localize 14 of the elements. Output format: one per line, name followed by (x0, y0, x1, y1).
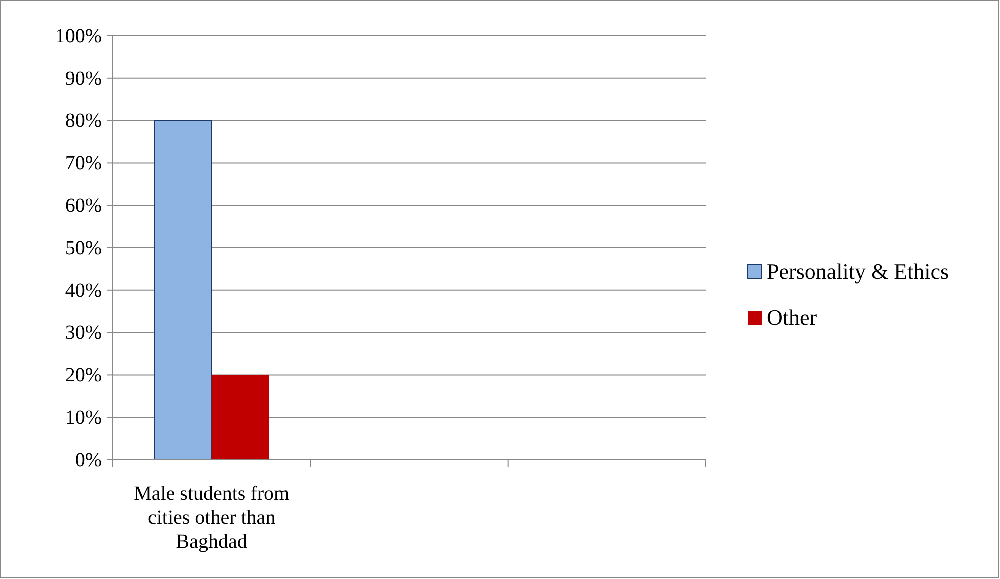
y-tick-label: 10% (65, 407, 102, 429)
y-tick-label: 70% (65, 152, 102, 175)
x-tick-label: Male students from cities other than Baghdad (134, 483, 290, 553)
y-tick-label: 30% (65, 322, 102, 344)
y-tick-label: 100% (55, 25, 102, 48)
y-tick-label: 40% (65, 280, 102, 302)
y-tick-label: 20% (65, 364, 102, 387)
y-tick-label: 50% (65, 237, 102, 260)
y-tick-label: 80% (65, 110, 102, 132)
y-tick-label: 60% (65, 195, 102, 217)
legend-label: Personality & Ethics (767, 259, 950, 284)
legend-label: Other (767, 305, 818, 330)
y-tick-label: 0% (75, 449, 102, 472)
y-tick-label: 90% (65, 68, 102, 90)
